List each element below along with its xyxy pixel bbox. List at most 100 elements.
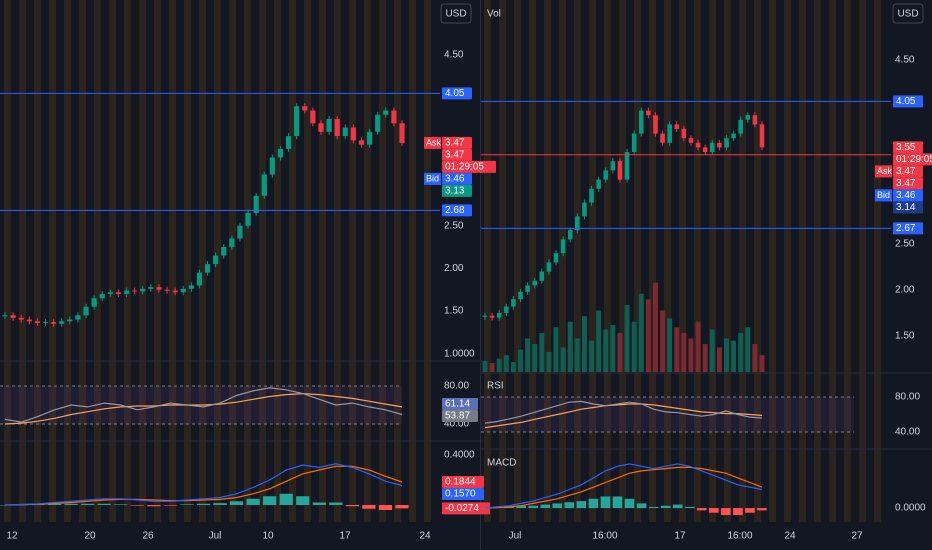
volume-bar xyxy=(738,332,744,372)
volume-bar xyxy=(525,338,531,372)
tag-prefix: Bid xyxy=(877,190,890,200)
volume-bar xyxy=(532,344,538,372)
price-tag-label: 3.55 xyxy=(896,142,916,153)
x-tick-label: 24 xyxy=(784,531,796,542)
session-shade xyxy=(874,0,881,522)
candle-body xyxy=(334,119,340,137)
candle-body xyxy=(617,161,623,180)
macd-histogram-bar xyxy=(81,503,95,505)
candle-body xyxy=(631,133,637,153)
macd-histogram-bar xyxy=(552,503,563,509)
macd-histogram-bar xyxy=(97,503,111,505)
candle-body xyxy=(560,239,566,254)
candle-body xyxy=(99,293,105,299)
session-shade xyxy=(169,0,176,522)
session-shade xyxy=(244,0,251,522)
price-tag-label: 61.14 xyxy=(445,399,470,410)
session-shades xyxy=(4,0,881,522)
price-tag-label: 01:29:05 xyxy=(896,154,932,165)
price-tag xyxy=(893,201,923,214)
macd-histogram-bar xyxy=(684,506,695,509)
price-tag-label: 0.1570 xyxy=(445,489,476,500)
macd-line xyxy=(4,463,403,506)
session-shade xyxy=(799,0,806,522)
price-tag-label: 3.13 xyxy=(445,186,465,197)
candle-body xyxy=(115,292,122,294)
macd-histogram-bar xyxy=(757,508,767,511)
candle-body xyxy=(10,315,16,318)
session-shade xyxy=(484,0,491,522)
price-tag xyxy=(442,172,472,185)
price-tag xyxy=(893,153,932,166)
candle-body xyxy=(504,306,509,314)
macd-histogram-bar xyxy=(163,505,178,506)
candle-body xyxy=(567,230,573,240)
candle-body xyxy=(383,110,389,115)
price-tag-label: 3.46 xyxy=(445,174,465,185)
candle-body xyxy=(83,306,89,316)
candle-body xyxy=(277,148,284,158)
price-tag xyxy=(442,409,478,422)
candle-body xyxy=(237,225,243,239)
candle-body xyxy=(261,174,267,196)
volume-bar xyxy=(589,340,595,372)
candle-body xyxy=(653,115,658,134)
volume-bar xyxy=(567,321,573,372)
candle-body xyxy=(546,262,552,272)
macd-histogram-bar xyxy=(721,508,731,516)
session-shade xyxy=(364,0,371,522)
candle-body xyxy=(269,157,275,175)
candle-body xyxy=(302,106,308,111)
macd-histogram-bar xyxy=(362,505,376,509)
session-shade xyxy=(829,0,836,522)
price-tag-label: 01:29:05 xyxy=(445,162,484,173)
macd-histogram-bar xyxy=(733,508,743,516)
macd-histogram-bar xyxy=(64,503,78,505)
candle-body xyxy=(582,202,587,217)
volume-bar xyxy=(482,360,488,372)
volume-bar xyxy=(688,338,694,372)
candle-body xyxy=(518,291,523,300)
macd-signal-line xyxy=(484,466,763,509)
candle-body xyxy=(148,287,154,289)
currency-button[interactable] xyxy=(440,3,472,24)
macd-histogram-bar xyxy=(279,493,293,505)
y-tick-label: 40.00 xyxy=(444,419,469,430)
session-shade xyxy=(394,0,401,522)
x-tick-label: 27 xyxy=(851,531,863,542)
candle-body xyxy=(489,315,495,318)
macd-histogram-bar xyxy=(540,504,551,509)
candle-body xyxy=(638,110,644,134)
y-tick-label: 1.0000 xyxy=(444,348,475,359)
volume-bar xyxy=(603,329,609,372)
y-tick-label: 80.00 xyxy=(895,392,920,403)
session-shade xyxy=(229,0,236,522)
volume-bar xyxy=(518,349,523,372)
rsi-ma-line xyxy=(484,403,763,429)
y-tick-label: 4.50 xyxy=(444,50,464,61)
volume-bar xyxy=(652,282,658,372)
volume-bar xyxy=(546,351,552,372)
volume-bar xyxy=(489,363,495,372)
x-tick-label: 16:00 xyxy=(592,531,617,542)
candle-body xyxy=(695,142,701,148)
volume-bar xyxy=(510,361,516,372)
candle-body xyxy=(511,299,516,307)
currency-button[interactable] xyxy=(892,3,924,24)
session-shade xyxy=(34,0,41,522)
x-tick-label: 12 xyxy=(6,531,18,542)
volume-bar xyxy=(560,347,566,372)
candle-body xyxy=(204,264,211,273)
volume-bar xyxy=(716,347,722,372)
price-tag-label: 3.47 xyxy=(896,166,916,177)
macd-histogram-bar xyxy=(648,506,659,509)
session-shade xyxy=(634,0,641,522)
price-tag xyxy=(893,222,923,235)
candle-body xyxy=(710,142,715,153)
y-tick-label: 0.0000 xyxy=(895,503,926,514)
session-shade xyxy=(64,0,71,522)
session-shade xyxy=(589,0,596,522)
volume-bar xyxy=(759,355,765,372)
volume-bar xyxy=(667,318,673,372)
